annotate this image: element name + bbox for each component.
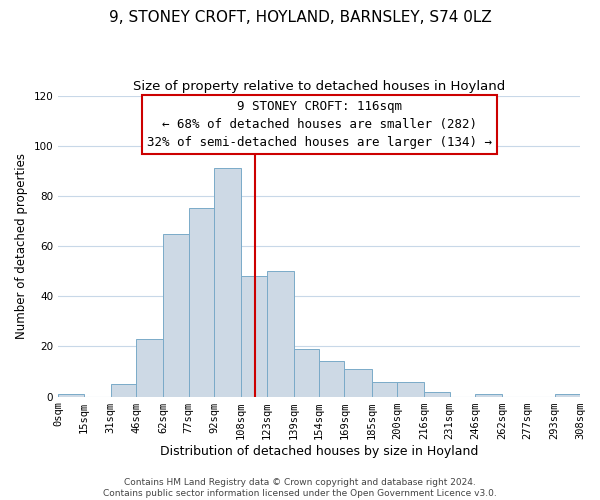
Bar (344, 369, 371, 396)
Bar (214, 168, 241, 396)
Bar (266, 271, 293, 396)
Title: Size of property relative to detached houses in Hoyland: Size of property relative to detached ho… (133, 80, 505, 93)
Bar (424, 392, 449, 396)
Y-axis label: Number of detached properties: Number of detached properties (15, 153, 28, 339)
X-axis label: Distribution of detached houses by size in Hoyland: Distribution of detached houses by size … (160, 444, 478, 458)
Bar (397, 382, 424, 396)
Bar (475, 394, 502, 396)
Bar (293, 349, 319, 397)
Bar (188, 208, 214, 396)
Bar (319, 362, 344, 396)
Bar (136, 339, 163, 396)
Bar (110, 384, 136, 396)
Bar (371, 382, 397, 396)
Bar (241, 276, 266, 396)
Bar (58, 394, 83, 396)
Text: 9 STONEY CROFT: 116sqm
← 68% of detached houses are smaller (282)
32% of semi-de: 9 STONEY CROFT: 116sqm ← 68% of detached… (146, 100, 491, 149)
Text: 9, STONEY CROFT, HOYLAND, BARNSLEY, S74 0LZ: 9, STONEY CROFT, HOYLAND, BARNSLEY, S74 … (109, 10, 491, 25)
Bar (554, 394, 580, 396)
Bar (163, 234, 188, 396)
Text: Contains HM Land Registry data © Crown copyright and database right 2024.
Contai: Contains HM Land Registry data © Crown c… (103, 478, 497, 498)
